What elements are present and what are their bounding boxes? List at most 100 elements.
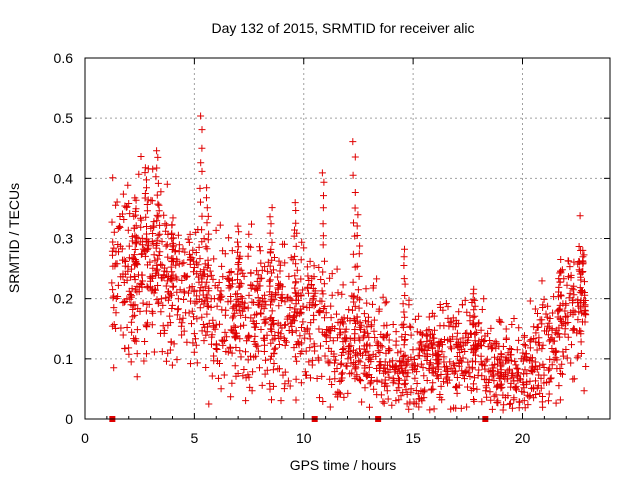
data-point [251, 332, 259, 340]
data-point [446, 358, 454, 366]
data-point [499, 360, 507, 368]
data-point [253, 267, 261, 275]
data-point [380, 322, 388, 330]
data-point [446, 318, 454, 326]
data-point [461, 375, 468, 383]
data-point [362, 371, 370, 379]
data-point [217, 287, 225, 295]
x-tick-label: 15 [405, 430, 421, 446]
data-point [311, 347, 319, 355]
data-point [564, 257, 572, 265]
data-point [354, 286, 362, 294]
data-point [470, 396, 477, 403]
data-point [476, 341, 484, 349]
data-point [276, 267, 284, 275]
data-point [580, 387, 588, 395]
data-point [235, 254, 243, 262]
data-point [160, 267, 168, 275]
data-point [409, 346, 417, 354]
data-point [210, 255, 218, 263]
data-point [555, 275, 563, 283]
data-point [197, 284, 205, 292]
data-point [546, 375, 554, 383]
data-point [203, 194, 210, 202]
data-point [506, 400, 514, 408]
data-point [298, 324, 305, 331]
data-point [527, 357, 535, 365]
data-point [544, 302, 552, 310]
data-point [321, 330, 329, 338]
data-point [533, 346, 541, 354]
data-point [453, 382, 460, 390]
data-point [537, 384, 545, 392]
data-point [169, 283, 177, 291]
data-point [286, 304, 294, 311]
data-point [321, 352, 329, 360]
data-point [131, 239, 139, 246]
data-point [153, 239, 161, 247]
data-point [281, 368, 289, 376]
data-point [283, 315, 291, 323]
data-point [480, 338, 488, 345]
data-point [219, 273, 227, 281]
data-point [503, 356, 511, 364]
data-point [247, 352, 254, 360]
data-point [178, 277, 186, 284]
data-point [249, 317, 257, 325]
data-point [578, 268, 586, 276]
data-point [193, 359, 201, 367]
data-point [298, 238, 306, 246]
data-point [330, 352, 338, 360]
data-point [580, 251, 588, 259]
data-point [337, 359, 345, 367]
data-point [133, 373, 141, 381]
data-point [318, 372, 326, 380]
data-point [260, 305, 268, 313]
data-point [365, 363, 373, 371]
data-point [244, 356, 252, 364]
data-point [465, 363, 473, 371]
data-point [131, 301, 139, 309]
data-point [149, 230, 157, 237]
data-point [569, 326, 577, 334]
data-point [325, 326, 333, 334]
data-point [198, 313, 206, 321]
data-point [471, 330, 479, 338]
data-point [449, 367, 457, 375]
data-point [219, 341, 227, 349]
data-point [128, 292, 136, 300]
data-point [116, 223, 124, 231]
data-point [289, 314, 297, 322]
data-point [372, 352, 380, 360]
data-point [403, 373, 411, 381]
data-point [351, 153, 359, 161]
data-point [210, 352, 218, 360]
data-point [203, 278, 211, 286]
data-point [299, 302, 307, 310]
data-point [143, 184, 150, 192]
data-point [485, 367, 493, 375]
data-point [183, 338, 191, 346]
data-point [467, 329, 474, 337]
data-point [198, 226, 206, 234]
data-point [557, 315, 565, 323]
data-point [131, 311, 139, 319]
data-point [360, 328, 368, 336]
data-point [166, 319, 174, 327]
data-point [569, 299, 576, 307]
data-point [205, 319, 213, 327]
data-point [180, 327, 188, 335]
data-point [208, 372, 216, 380]
data-point [255, 282, 263, 290]
data-point [369, 300, 376, 308]
data-point [189, 339, 197, 347]
data-point [436, 301, 444, 308]
data-point [125, 287, 133, 295]
data-point [459, 334, 467, 342]
data-point [198, 167, 206, 175]
data-point [406, 398, 414, 406]
data-point [395, 396, 403, 404]
data-point [266, 282, 274, 290]
data-point [449, 360, 457, 368]
data-point [150, 251, 158, 259]
